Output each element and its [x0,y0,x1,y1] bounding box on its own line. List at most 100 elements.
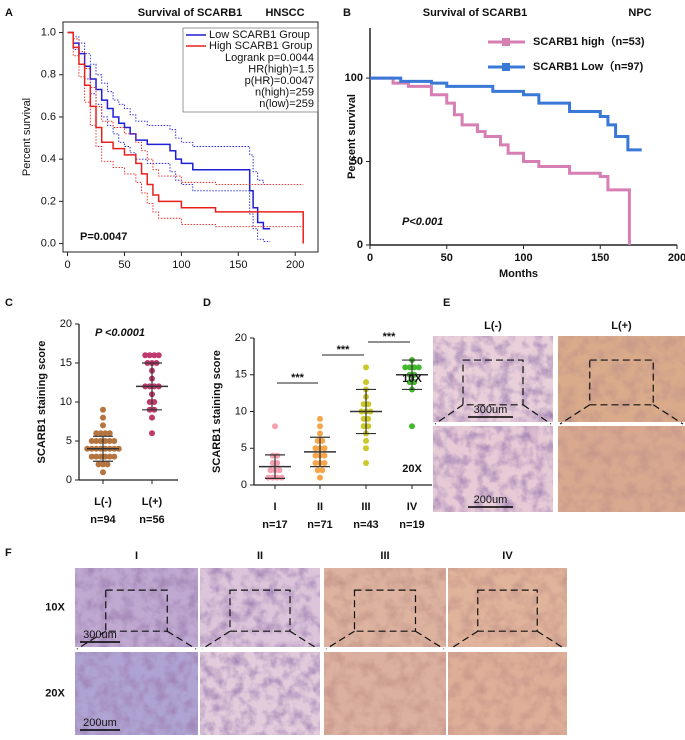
data-point [149,414,155,421]
y-tick-label: 20 [235,332,247,344]
data-point [319,467,326,474]
data-point [93,430,100,437]
plot-frame [62,21,319,253]
x-tick-label: 50 [118,259,130,271]
data-point [97,438,104,444]
x-axis-label: Months [499,268,538,280]
data-point [312,452,319,459]
y-tick-label: 0.4 [41,153,56,165]
data-point [274,459,281,466]
annotation: n(high)=259 [255,86,314,98]
data-point [409,423,415,430]
panel-label: B [343,7,351,19]
annotation: Logrank p=0.0044 [225,52,314,64]
tissue-texture [324,652,446,735]
zoom-line [166,630,197,650]
zoom-box [462,359,524,406]
data-point [265,474,272,481]
count-label: n=43 [353,519,378,531]
zoom-line [434,404,464,425]
survival-curve [67,31,271,230]
data-point [106,453,113,460]
data-point [102,430,109,437]
significance-label: *** [383,331,397,343]
data-point [111,438,118,444]
tissue-texture [75,652,198,735]
data-point [317,474,323,481]
data-point [363,445,369,452]
data-point [321,459,328,466]
data-point [146,399,153,405]
data-point [155,352,162,359]
confidence-band [67,32,304,185]
data-point [269,459,276,466]
legend-label: SCARB1 Low（n=97) [533,60,644,73]
x-tick-label: 200 [668,252,685,264]
data-point [100,406,106,413]
row-label: 20X [402,463,422,475]
panel-label: E [443,297,450,309]
y-tick-label: 0.2 [41,195,56,207]
data-point [402,364,409,371]
count-label: n=71 [307,519,332,531]
column-label: L(+) [611,320,632,332]
data-point [321,452,328,459]
survival-curve [67,31,304,244]
tissue-texture [558,336,685,422]
annotation: HR(high)=1.5 [248,63,314,75]
y-tick-label: 15 [235,369,247,381]
annotation: p(HR)=0.0047 [245,75,314,87]
zoom-box [477,589,538,632]
legend-marker [502,63,510,71]
data-point [363,437,369,444]
zoom-box [105,589,168,632]
y-tick-label: 5 [241,442,247,454]
data-point [149,430,155,437]
y-tick-label: 0 [241,479,247,491]
x-tick-label: 0 [64,259,70,271]
data-point [314,467,321,474]
y-tick-label: 50 [351,155,363,167]
y-axis-label: SCARB1 staining score [211,350,223,473]
chart-subtitle: NPC [628,7,651,19]
data-point [360,423,367,430]
significance-label: *** [337,344,351,356]
row-label: 10X [402,373,422,385]
data-point [312,459,319,466]
survival-curve [370,76,642,152]
data-point [365,415,372,422]
chart-subtitle: HNSCC [265,7,304,19]
zoom-line [522,404,552,425]
survival-curve [370,76,631,245]
scale-bar-label: 200um [83,717,117,729]
zoom-line [559,404,591,425]
tissue-texture [448,652,567,735]
data-point [411,379,418,386]
row-label: 10X [45,601,65,613]
y-tick-label: 0 [357,239,363,251]
data-point [93,453,100,460]
panel-label: C [5,297,13,309]
x-tick-label: 50 [441,252,453,264]
data-point [100,414,106,421]
zoom-box [229,589,291,632]
data-point [321,445,328,452]
column-label: III [380,550,389,562]
tissue-texture [200,652,320,735]
y-tick-label: 1.0 [41,26,56,38]
data-point [88,438,95,444]
panel-label: F [5,547,12,559]
data-point [363,364,369,371]
data-point [406,379,413,386]
p-value: P=0.0047 [80,231,127,243]
x-tick-label: IV [407,501,418,513]
data-point [363,459,369,466]
x-tick-label: 100 [172,259,190,271]
data-point [93,438,100,444]
data-point [415,364,422,371]
data-point [151,399,158,405]
data-point [360,415,367,422]
x-tick-label: 0 [367,252,373,264]
data-point [102,438,109,444]
data-point [365,401,372,408]
